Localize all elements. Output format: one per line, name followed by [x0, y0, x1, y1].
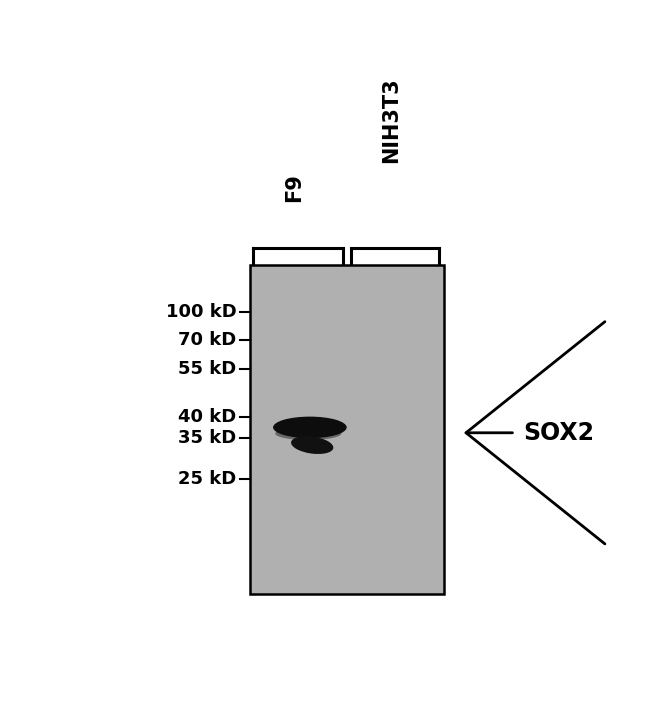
- Text: SOX2: SOX2: [523, 421, 594, 445]
- Text: 100 kD: 100 kD: [166, 303, 236, 321]
- Text: F9: F9: [285, 173, 304, 202]
- Text: 25 kD: 25 kD: [178, 470, 236, 488]
- Bar: [250, 265, 444, 595]
- Ellipse shape: [275, 427, 341, 440]
- Text: NIH3T3: NIH3T3: [382, 78, 401, 163]
- Text: 35 kD: 35 kD: [178, 429, 236, 447]
- Text: 40 kD: 40 kD: [178, 408, 236, 426]
- Ellipse shape: [273, 416, 346, 438]
- Text: 70 kD: 70 kD: [178, 331, 236, 349]
- Text: 55 kD: 55 kD: [178, 360, 236, 378]
- Ellipse shape: [291, 436, 333, 454]
